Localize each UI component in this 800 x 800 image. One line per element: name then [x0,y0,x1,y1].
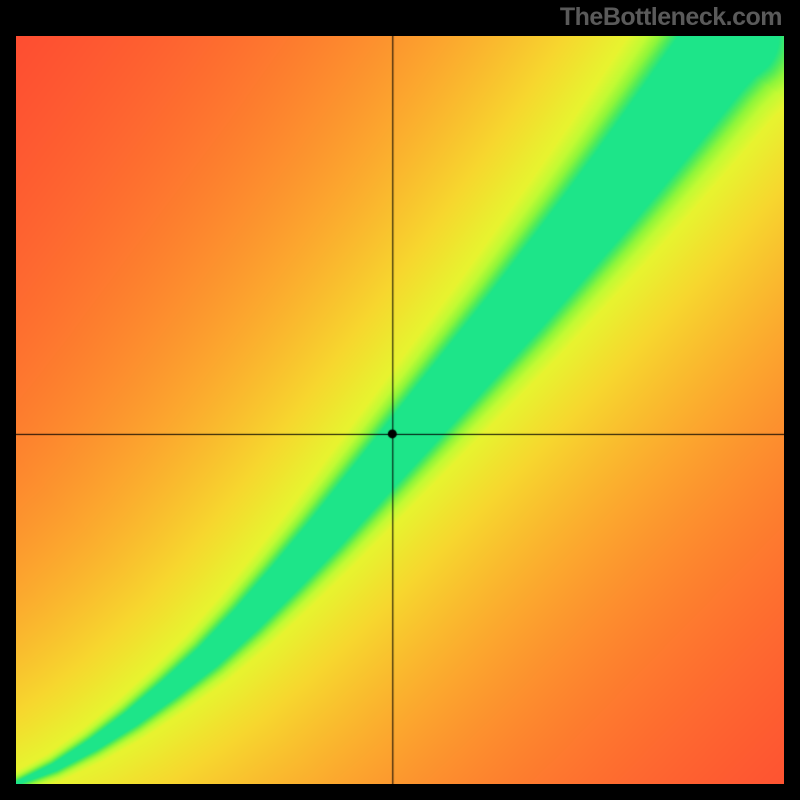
bottleneck-heatmap [16,36,784,784]
chart-container: { "watermark": { "text": "TheBottleneck.… [0,0,800,800]
watermark-text: TheBottleneck.com [560,3,782,32]
